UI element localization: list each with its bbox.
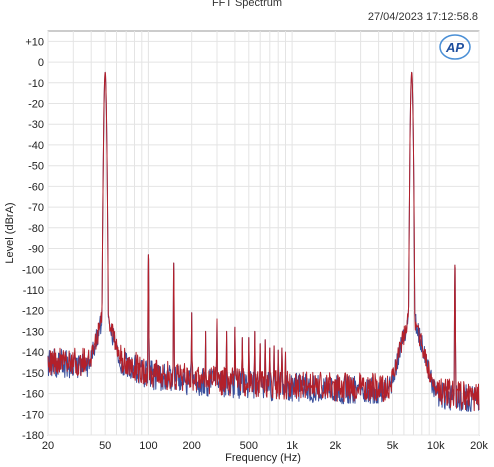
x-axis-label: Frequency (Hz) [225,452,301,464]
y-tick-label: -170 [22,409,44,421]
y-tick-label: -110 [23,285,44,297]
x-tick-label: 200 [183,440,201,452]
ap-logo-text: AP [445,40,464,55]
y-tick-label: 0 [38,57,44,69]
x-tick-label: 20 [42,440,54,452]
y-tick-label: -50 [28,161,44,173]
x-tick-label: 1k [286,440,298,452]
y-tick-label: -10 [28,78,44,90]
x-tick-label: 2k [329,440,341,452]
x-tick-label: 10k [427,440,445,452]
y-axis-label: Level (dBrA) [4,202,16,263]
timestamp: 27/04/2023 17:12:58.8 [367,11,478,23]
y-tick-label: -130 [22,326,44,338]
ap-logo: AP [439,34,471,60]
x-tick-label: 100 [139,440,157,452]
y-tick-label: -140 [22,347,44,359]
y-tick-label: -70 [28,202,44,214]
series-layer [47,71,480,412]
y-tick-label: -30 [28,119,44,131]
x-tick-label: 50 [99,440,111,452]
y-tick-label: -80 [28,223,44,235]
series-line-2 [47,71,480,412]
x-tick-label: 20k [470,440,488,452]
y-tick-label: -100 [22,264,44,276]
y-tick-label: -90 [28,244,44,256]
y-tick-label: -180 [22,430,44,442]
y-tick-label: -20 [28,99,44,111]
chart-title: FFT Spectrum [211,0,283,9]
y-tick-label: -60 [28,181,44,193]
y-tick-label: -120 [22,306,44,318]
y-tick-label: +10 [25,36,44,48]
y-tick-label: -40 [28,140,44,152]
y-axis-ticks: +10 0 -10 -20 -30 -40 -50 -60 -70 -80 -90 -100 -110 -… [22,36,44,442]
x-axis-ticks: 20 50 100 200 500 1k 2k 5k 10k 20k [42,440,488,452]
x-tick-label: 5k [387,440,399,452]
y-tick-label: -160 [22,389,44,401]
y-tick-label: -150 [22,368,44,380]
grid-lines [47,31,480,436]
x-tick-label: 500 [240,440,258,452]
